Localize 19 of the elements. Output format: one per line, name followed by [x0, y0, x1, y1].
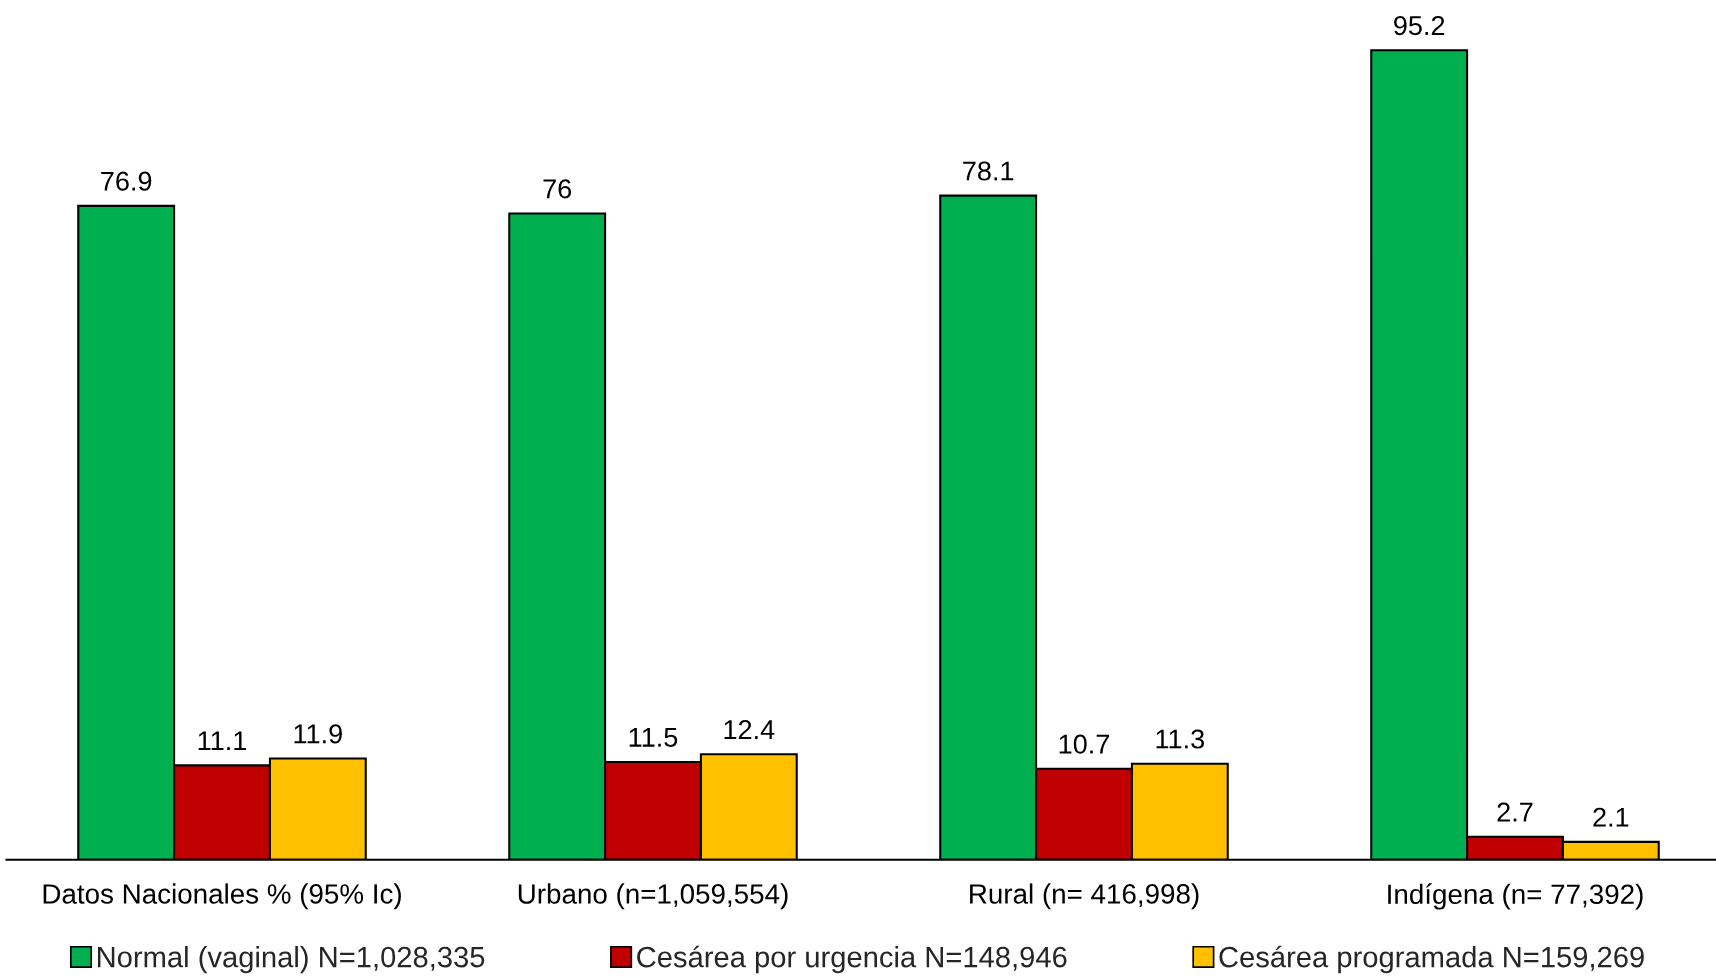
data-label: 11.9	[294, 724, 342, 744]
data-label: 11.5	[629, 728, 678, 747]
x-tick-label: Urbano (n=1,059,554)	[518, 883, 788, 910]
data-label: 11.1	[198, 731, 247, 751]
data-label: 12.4	[724, 720, 775, 739]
x-tick-label: Rural (n= 416,998)	[970, 883, 1199, 910]
legend-label: Cesárea programada N=159,269	[1219, 945, 1644, 974]
data-label: 95.2	[1394, 15, 1445, 36]
legend-label: Normal (vaginal) N=1,028,335	[97, 945, 485, 974]
data-label: 76	[543, 179, 572, 199]
data-label: 2.7	[1497, 802, 1533, 822]
data-label: 78.1	[963, 161, 1014, 181]
data-label: 76.9	[101, 171, 152, 191]
legend-label: Cesárea por urgencia N=148,946	[637, 945, 1067, 974]
x-tick-label: Datos Nacionales % (95% Ic)	[43, 883, 401, 910]
data-label: 10.7	[1059, 734, 1109, 754]
data-label: 2.1	[1593, 807, 1629, 827]
x-tick-label: Indígena (n= 77,392)	[1388, 883, 1643, 910]
data-label: 11.3	[1156, 729, 1204, 749]
